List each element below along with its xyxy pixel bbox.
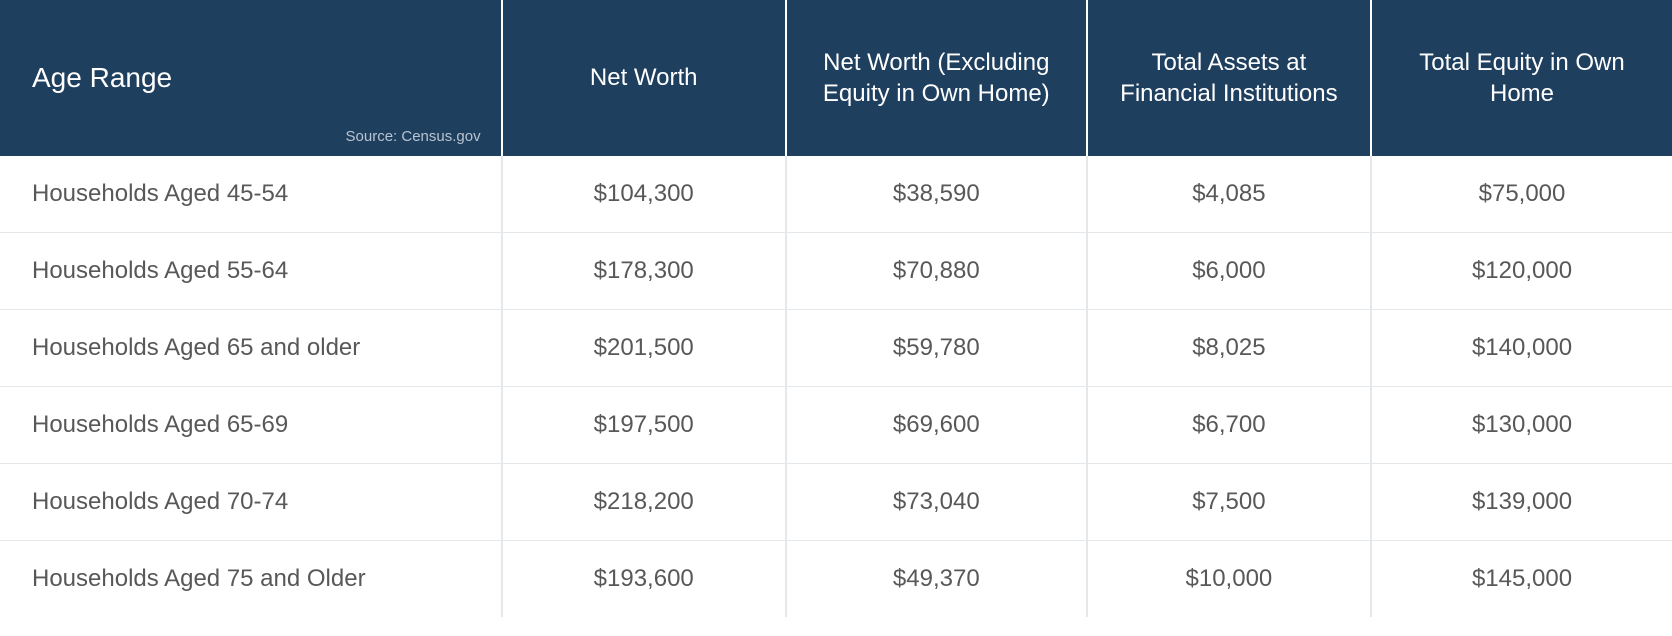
cell-net-worth: $201,500 bbox=[502, 310, 786, 387]
column-header-age-range: Age Range Source: Census.gov bbox=[0, 0, 502, 156]
cell-net-worth: $193,600 bbox=[502, 541, 786, 618]
cell-total-equity-home: $120,000 bbox=[1371, 233, 1672, 310]
cell-total-assets-fi: $6,700 bbox=[1087, 387, 1371, 464]
cell-total-equity-home: $75,000 bbox=[1371, 156, 1672, 233]
column-header-label: Age Range bbox=[32, 62, 172, 93]
cell-net-worth-ex-equity: $69,600 bbox=[786, 387, 1087, 464]
table-row: Households Aged 65-69 $197,500 $69,600 $… bbox=[0, 387, 1672, 464]
cell-net-worth-ex-equity: $73,040 bbox=[786, 464, 1087, 541]
table-body: Households Aged 45-54 $104,300 $38,590 $… bbox=[0, 156, 1672, 617]
cell-age-range: Households Aged 70-74 bbox=[0, 464, 502, 541]
cell-net-worth-ex-equity: $59,780 bbox=[786, 310, 1087, 387]
column-header-total-equity-home: Total Equity in Own Home bbox=[1371, 0, 1672, 156]
cell-total-assets-fi: $10,000 bbox=[1087, 541, 1371, 618]
table-row: Households Aged 75 and Older $193,600 $4… bbox=[0, 541, 1672, 618]
cell-age-range: Households Aged 65-69 bbox=[0, 387, 502, 464]
cell-total-equity-home: $140,000 bbox=[1371, 310, 1672, 387]
cell-total-assets-fi: $8,025 bbox=[1087, 310, 1371, 387]
source-text: Source: Census.gov bbox=[346, 127, 481, 147]
cell-age-range: Households Aged 65 and older bbox=[0, 310, 502, 387]
cell-net-worth: $218,200 bbox=[502, 464, 786, 541]
cell-age-range: Households Aged 75 and Older bbox=[0, 541, 502, 618]
cell-net-worth: $197,500 bbox=[502, 387, 786, 464]
cell-total-assets-fi: $4,085 bbox=[1087, 156, 1371, 233]
table-row: Households Aged 45-54 $104,300 $38,590 $… bbox=[0, 156, 1672, 233]
cell-age-range: Households Aged 45-54 bbox=[0, 156, 502, 233]
table-row: Households Aged 65 and older $201,500 $5… bbox=[0, 310, 1672, 387]
table-header-row: Age Range Source: Census.gov Net Worth N… bbox=[0, 0, 1672, 156]
column-header-net-worth: Net Worth bbox=[502, 0, 786, 156]
cell-total-equity-home: $145,000 bbox=[1371, 541, 1672, 618]
cell-age-range: Households Aged 55-64 bbox=[0, 233, 502, 310]
column-header-total-assets-fi: Total Assets at Financial Institutions bbox=[1087, 0, 1371, 156]
cell-net-worth-ex-equity: $49,370 bbox=[786, 541, 1087, 618]
column-header-net-worth-ex-equity: Net Worth (Excluding Equity in Own Home) bbox=[786, 0, 1087, 156]
cell-net-worth: $104,300 bbox=[502, 156, 786, 233]
cell-total-assets-fi: $6,000 bbox=[1087, 233, 1371, 310]
cell-net-worth: $178,300 bbox=[502, 233, 786, 310]
column-header-label: Total Equity in Own Home bbox=[1419, 49, 1624, 107]
cell-total-assets-fi: $7,500 bbox=[1087, 464, 1371, 541]
cell-total-equity-home: $139,000 bbox=[1371, 464, 1672, 541]
cell-total-equity-home: $130,000 bbox=[1371, 387, 1672, 464]
column-header-label: Net Worth (Excluding Equity in Own Home) bbox=[823, 49, 1050, 107]
column-header-label: Net Worth bbox=[590, 64, 698, 91]
cell-net-worth-ex-equity: $70,880 bbox=[786, 233, 1087, 310]
table-row: Households Aged 55-64 $178,300 $70,880 $… bbox=[0, 233, 1672, 310]
cell-net-worth-ex-equity: $38,590 bbox=[786, 156, 1087, 233]
table-row: Households Aged 70-74 $218,200 $73,040 $… bbox=[0, 464, 1672, 541]
column-header-label: Total Assets at Financial Institutions bbox=[1120, 49, 1337, 107]
net-worth-table: Age Range Source: Census.gov Net Worth N… bbox=[0, 0, 1672, 617]
